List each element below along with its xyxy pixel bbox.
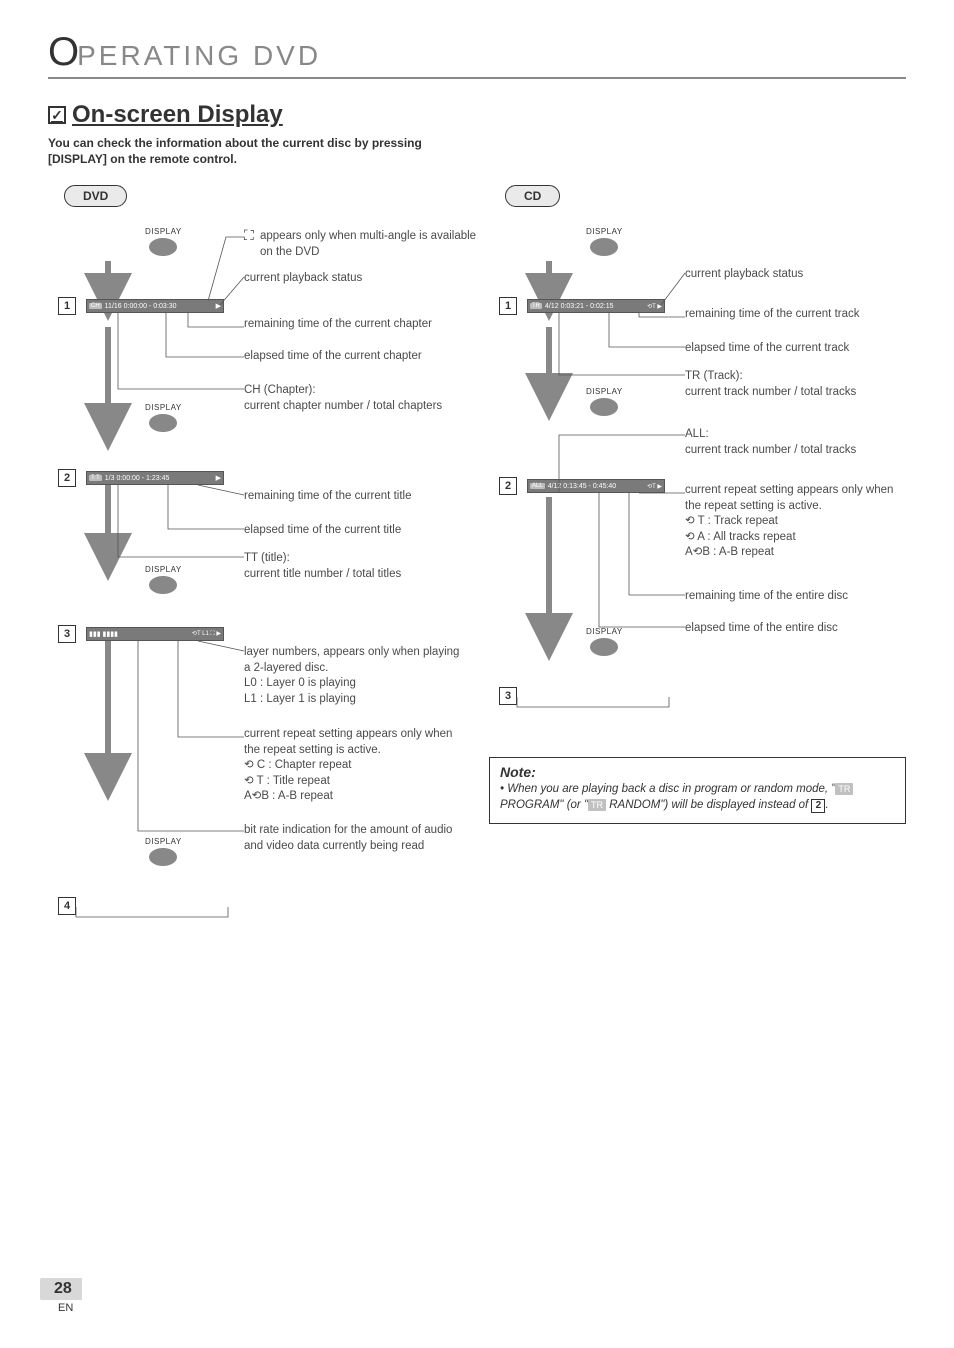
cd-label-remdisc: remaining time of the entire disc bbox=[685, 589, 905, 605]
cd-osd2-text: 4/12 0:13:45 - 0:45:40 bbox=[548, 483, 617, 490]
page-footer: 28 EN bbox=[40, 1278, 82, 1314]
intro-key: DISPLAY bbox=[52, 152, 103, 166]
cd-step-1: 1 bbox=[499, 297, 517, 315]
section-title: ✓ On-screen Display bbox=[48, 101, 906, 129]
cd-display-1: DISPLAY bbox=[586, 227, 623, 236]
cd-all-head: ALL: bbox=[685, 427, 905, 443]
cd-display-3: DISPLAY bbox=[586, 627, 623, 636]
cd-rep-head: current repeat setting appears only when… bbox=[685, 483, 905, 514]
cd-rep-t: ⟲ T : Track repeat bbox=[685, 514, 905, 530]
note-box-num: 2 bbox=[811, 799, 825, 813]
dvd-layer-head: layer numbers, appears only when playing… bbox=[244, 645, 464, 676]
display-label-4: DISPLAY bbox=[145, 837, 182, 846]
display-label-2: DISPLAY bbox=[145, 403, 182, 412]
cd-label-remtr: remaining time of the current track bbox=[685, 307, 905, 323]
dvd-layer-l0: L0 : Layer 0 is playing bbox=[244, 676, 464, 692]
osd1-text: 11/16 0:00:00 - 0:03:30 bbox=[105, 303, 177, 310]
dvd-step-2: 2 bbox=[58, 469, 76, 487]
dvd-step-1: 1 bbox=[58, 297, 76, 315]
cd-rep-t-t: T : Track repeat bbox=[698, 515, 778, 527]
cd-display-2: DISPLAY bbox=[586, 387, 623, 396]
dvd-rep-c: ⟲ C : Chapter repeat bbox=[244, 758, 464, 774]
page-number: 28 bbox=[40, 1278, 82, 1300]
osd1-chip: CH bbox=[89, 303, 102, 309]
dvd-layer-l1: L1 : Layer 1 is playing bbox=[244, 692, 464, 708]
cd-step-3: 3 bbox=[499, 687, 517, 705]
dvd-rep-c-t: C : Chapter repeat bbox=[257, 759, 352, 771]
cd-rep-ab-t: B : A-B repeat bbox=[702, 546, 774, 558]
dvd-ch-body: current chapter number / total chapters bbox=[244, 399, 464, 415]
note-title: Note: bbox=[500, 764, 895, 780]
dvd-label-tt: TT (title): current title number / total… bbox=[244, 551, 464, 582]
dvd-label-remch: remaining time of the current chapter bbox=[244, 317, 464, 333]
cd-label-playback: current playback status bbox=[685, 267, 905, 283]
cd-label-all: ALL: current track number / total tracks bbox=[685, 427, 905, 458]
note-chip2: TR bbox=[588, 799, 606, 811]
page-heading: OPERATING DVD bbox=[48, 30, 906, 79]
dvd-flow-svg bbox=[48, 217, 228, 937]
cd-label-elaptr: elapsed time of the current track bbox=[685, 341, 905, 357]
note-body: • When you are playing back a disc in pr… bbox=[500, 782, 895, 813]
dvd-tt-head: TT (title): bbox=[244, 551, 464, 567]
dvd-step-3: 3 bbox=[58, 625, 76, 643]
dvd-label-bitrate: bit rate indication for the amount of au… bbox=[244, 823, 464, 854]
dvd-osd-3: ▮▮▮ ▮▮▮▮ ⟲T L1 ⛶ ▶ bbox=[86, 627, 224, 641]
cd-osd2-chip: ALL bbox=[530, 483, 545, 489]
cd-label-repeat: current repeat setting appears only when… bbox=[685, 483, 905, 561]
dvd-label-playback: current playback status bbox=[244, 271, 464, 287]
cd-osd-2: ALL 4/12 0:13:45 - 0:45:40 ⟲T ▶ bbox=[527, 479, 665, 493]
dvd-rep-ab: A⟲B : A-B repeat bbox=[244, 789, 464, 805]
dvd-rep-t-t: T : Title repeat bbox=[257, 775, 330, 787]
note-l1c: RANDOM") will be displayed instead of bbox=[606, 799, 811, 811]
dvd-label-elaptitle: elapsed time of the current title bbox=[244, 523, 464, 539]
page-lang: EN bbox=[58, 1302, 82, 1314]
dvd-osd-1: CH 11/16 0:00:00 - 0:03:30 ▶ bbox=[86, 299, 224, 313]
cd-tr-body: current track number / total tracks bbox=[685, 385, 905, 401]
dvd-rep-t: ⟲ T : Title repeat bbox=[244, 774, 464, 790]
note-l1a: • When you are playing back a disc in pr… bbox=[500, 783, 835, 795]
dvd-ch-head: CH (Chapter): bbox=[244, 383, 464, 399]
dvd-step-4: 4 bbox=[58, 897, 76, 915]
dvd-tt-body: current title number / total titles bbox=[244, 567, 464, 583]
dvd-label-elapch: elapsed time of the current chapter bbox=[244, 349, 464, 365]
display-label-3: DISPLAY bbox=[145, 565, 182, 574]
cd-rep-a-t: A : All tracks repeat bbox=[697, 531, 795, 543]
checkbox-icon: ✓ bbox=[48, 106, 66, 124]
cd-osd-1: TR 4/12 0:03:21 - 0:02:15 ⟲T ▶ bbox=[527, 299, 665, 313]
osd2-text: 1/3 0:00:00 - 1:23:45 bbox=[105, 475, 170, 482]
cd-label-tr: TR (Track): current track number / total… bbox=[685, 369, 905, 400]
dvd-label-layer: layer numbers, appears only when playing… bbox=[244, 645, 464, 707]
intro-post: ] on the remote control. bbox=[103, 152, 237, 166]
cd-tr-head: TR (Track): bbox=[685, 369, 905, 385]
display-label-1: DISPLAY bbox=[145, 227, 182, 236]
heading-text: PERATING DVD bbox=[77, 40, 321, 72]
cd-rep-a: ⟲ A : All tracks repeat bbox=[685, 530, 905, 546]
dvd-column: DVD DISPLAY bbox=[48, 185, 465, 937]
dvd-osd-2: T T 1/3 0:00:00 - 1:23:45 ▶ bbox=[86, 471, 224, 485]
dvd-pill: DVD bbox=[64, 185, 127, 207]
cd-pill: CD bbox=[505, 185, 560, 207]
dvd-rep-head: current repeat setting appears only when… bbox=[244, 727, 464, 758]
osd2-chip: T T bbox=[89, 475, 102, 481]
note-l1b: PROGRAM" (or " bbox=[500, 799, 588, 811]
cd-osd1-chip: TR bbox=[530, 303, 542, 309]
dvd-label-angle: appears only when multi-angle is availab… bbox=[260, 229, 480, 260]
cd-osd1-text: 4/12 0:03:21 - 0:02:15 bbox=[545, 303, 614, 310]
heading-initial: O bbox=[48, 30, 79, 75]
note-chip1: TR bbox=[835, 783, 853, 795]
note-l1d: . bbox=[825, 799, 828, 811]
cd-all-body: current track number / total tracks bbox=[685, 443, 905, 459]
camera-icon: ⛶ bbox=[244, 227, 254, 244]
cd-column: CD DISPLAY DISPLAY DISPLAY 1 2 3 TR 4/12… bbox=[489, 185, 906, 937]
dvd-label-remtitle: remaining time of the current title bbox=[244, 489, 464, 505]
note-box: Note: • When you are playing back a disc… bbox=[489, 757, 906, 824]
cd-step-2: 2 bbox=[499, 477, 517, 495]
dvd-label-repeat: current repeat setting appears only when… bbox=[244, 727, 464, 805]
dvd-label-ch: CH (Chapter): current chapter number / t… bbox=[244, 383, 464, 414]
cd-label-elapdisc: elapsed time of the entire disc bbox=[685, 621, 905, 637]
cd-rep-ab: A⟲B : A-B repeat bbox=[685, 545, 905, 561]
intro-text: You can check the information about the … bbox=[48, 135, 468, 167]
dvd-rep-ab-t: B : A-B repeat bbox=[261, 790, 333, 802]
section-title-text: On-screen Display bbox=[72, 101, 283, 129]
